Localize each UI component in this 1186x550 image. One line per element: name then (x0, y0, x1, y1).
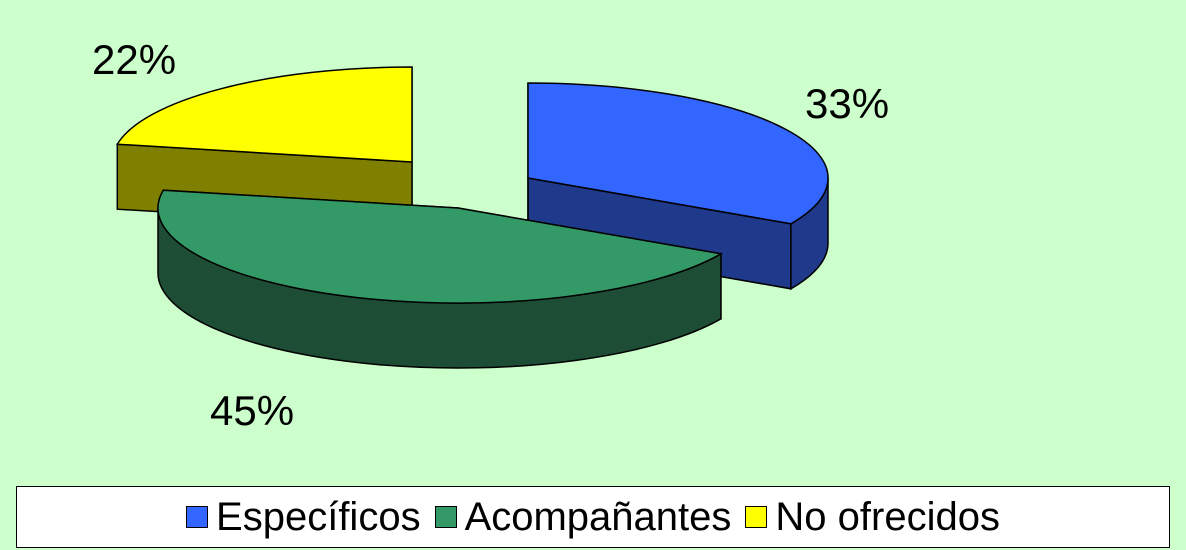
legend-label-acompanantes: Acompañantes (465, 497, 732, 537)
data-label-no-ofrecidos: 22% (92, 36, 176, 83)
legend-item-no-ofrecidos: No ofrecidos (745, 497, 1000, 537)
legend-item-acompanantes: Acompañantes (435, 497, 732, 537)
legend-swatch-especificos (186, 506, 208, 528)
pie-chart: 33% 45% 22% (0, 0, 1186, 480)
legend-label-especificos: Específicos (216, 497, 421, 537)
legend-label-no-ofrecidos: No ofrecidos (775, 497, 1000, 537)
legend-swatch-acompanantes (435, 506, 457, 528)
data-label-acompanantes: 45% (210, 387, 294, 434)
data-label-especificos: 33% (805, 80, 889, 127)
legend-item-especificos: Específicos (186, 497, 421, 537)
legend: Específicos Acompañantes No ofrecidos (16, 486, 1170, 548)
legend-swatch-no-ofrecidos (745, 506, 767, 528)
